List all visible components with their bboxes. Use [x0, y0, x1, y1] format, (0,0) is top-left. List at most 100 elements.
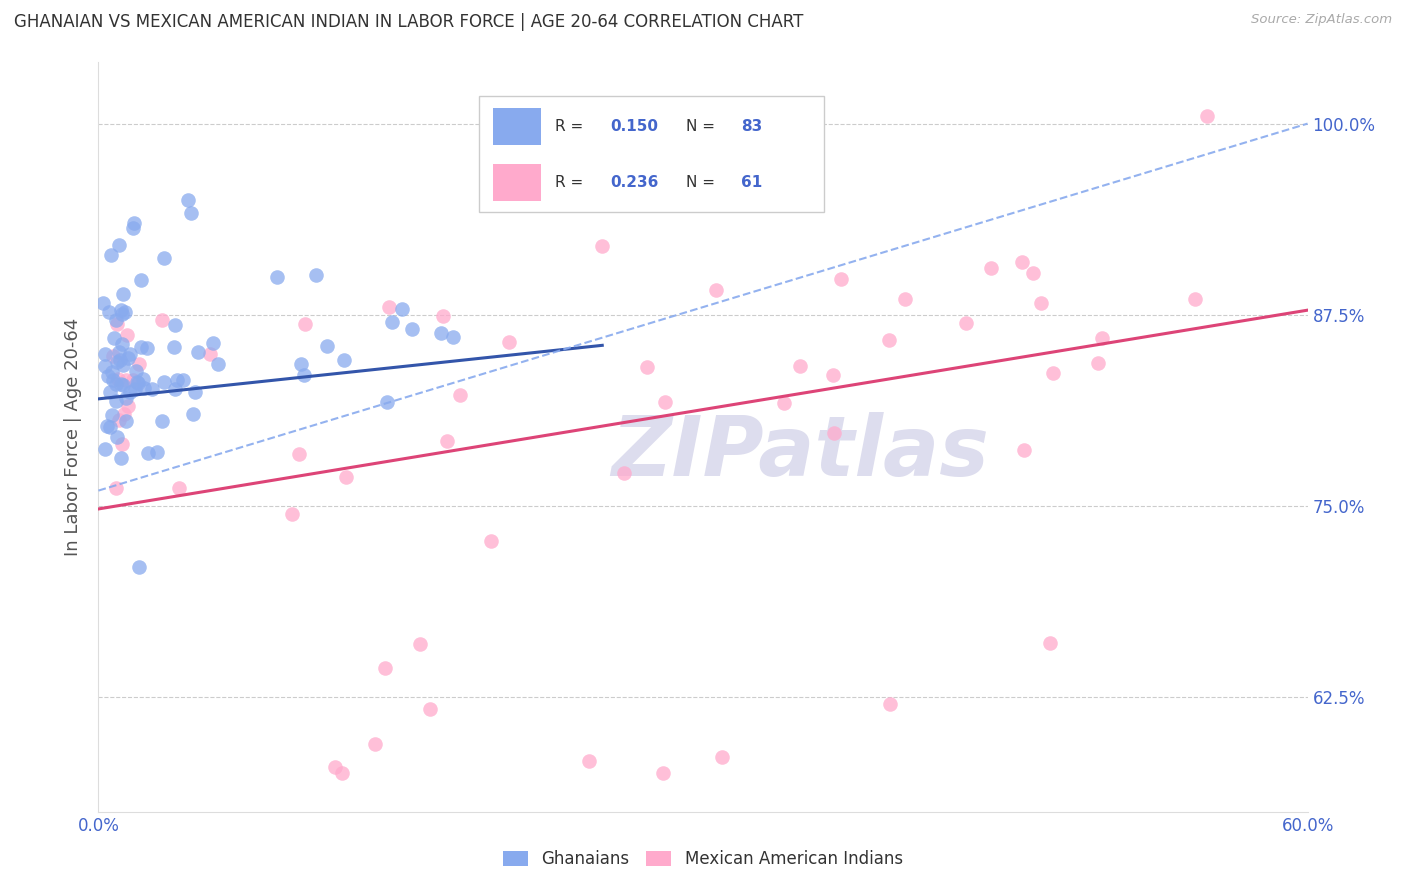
Point — [110, 377, 132, 392]
Point — [132, 372, 155, 386]
Point — [163, 340, 186, 354]
Point — [479, 533, 502, 548]
Point — [654, 394, 676, 409]
Point — [363, 737, 385, 751]
Point — [108, 413, 131, 427]
Point — [108, 237, 131, 252]
Point — [401, 322, 423, 336]
Point — [184, 385, 207, 400]
Point — [97, 369, 120, 384]
Point — [120, 385, 142, 400]
Point — [266, 269, 288, 284]
Point — [115, 373, 138, 387]
Point — [290, 357, 312, 371]
Point — [315, 339, 337, 353]
Point — [441, 329, 464, 343]
Point — [636, 359, 658, 374]
Point — [374, 661, 396, 675]
Point — [105, 317, 128, 331]
Point — [1022, 266, 1045, 280]
Point — [613, 466, 636, 480]
Point — [108, 352, 131, 367]
Point — [773, 396, 796, 410]
Point — [292, 368, 315, 382]
Point — [375, 395, 398, 409]
Point — [101, 349, 124, 363]
Point — [1029, 296, 1052, 310]
Point — [107, 372, 129, 386]
Point — [166, 373, 188, 387]
Point — [163, 382, 186, 396]
Point — [955, 316, 977, 330]
Point — [830, 271, 852, 285]
Point — [110, 307, 132, 321]
Point — [93, 359, 115, 373]
Point — [110, 303, 132, 318]
Point — [150, 312, 173, 326]
Point — [105, 430, 128, 444]
Point — [176, 193, 198, 207]
Point — [112, 358, 135, 372]
Point — [128, 357, 150, 371]
Point — [112, 407, 135, 421]
Point — [391, 301, 413, 316]
Point — [121, 373, 143, 387]
Point — [704, 283, 727, 297]
Point — [125, 364, 148, 378]
Point — [332, 765, 354, 780]
Point — [711, 750, 734, 764]
Point — [98, 420, 121, 434]
Point — [152, 252, 174, 266]
Point — [294, 318, 316, 332]
Point — [105, 377, 128, 392]
Point — [1012, 443, 1035, 458]
Point — [141, 382, 163, 396]
Point — [136, 446, 159, 460]
Point — [821, 368, 844, 383]
Point — [333, 352, 356, 367]
Point — [98, 304, 121, 318]
Point — [207, 357, 229, 371]
Text: Source: ZipAtlas.com: Source: ZipAtlas.com — [1251, 13, 1392, 27]
Point — [436, 434, 458, 448]
Y-axis label: In Labor Force | Age 20-64: In Labor Force | Age 20-64 — [65, 318, 83, 557]
Point — [110, 437, 132, 451]
Point — [498, 334, 520, 349]
Point — [98, 384, 121, 399]
Point — [104, 394, 127, 409]
Point — [101, 365, 124, 379]
Point — [124, 382, 146, 396]
Point — [107, 345, 129, 359]
Point — [115, 328, 138, 343]
Point — [93, 347, 115, 361]
Point — [288, 447, 311, 461]
Point — [823, 425, 845, 440]
Point — [128, 560, 150, 574]
Point — [323, 760, 346, 774]
Point — [419, 702, 441, 716]
Point — [91, 296, 114, 310]
Point — [125, 375, 148, 389]
Point — [120, 347, 142, 361]
Point — [105, 313, 128, 327]
Point — [110, 450, 132, 465]
Point — [377, 300, 399, 314]
Point — [127, 376, 149, 390]
Point — [114, 392, 136, 406]
Point — [135, 341, 157, 355]
Text: ZIPatlas: ZIPatlas — [610, 411, 988, 492]
Point — [381, 315, 404, 329]
Point — [980, 260, 1002, 275]
Point — [186, 344, 208, 359]
Point — [181, 407, 204, 421]
Legend: Ghanaians, Mexican American Indians: Ghanaians, Mexican American Indians — [496, 844, 910, 875]
Point — [103, 330, 125, 344]
Point — [1011, 255, 1033, 269]
Point — [96, 419, 118, 434]
Point — [879, 333, 901, 347]
Point — [169, 481, 191, 495]
Point — [105, 354, 128, 368]
Point — [1039, 636, 1062, 650]
Point — [1091, 331, 1114, 345]
Point — [304, 268, 326, 282]
